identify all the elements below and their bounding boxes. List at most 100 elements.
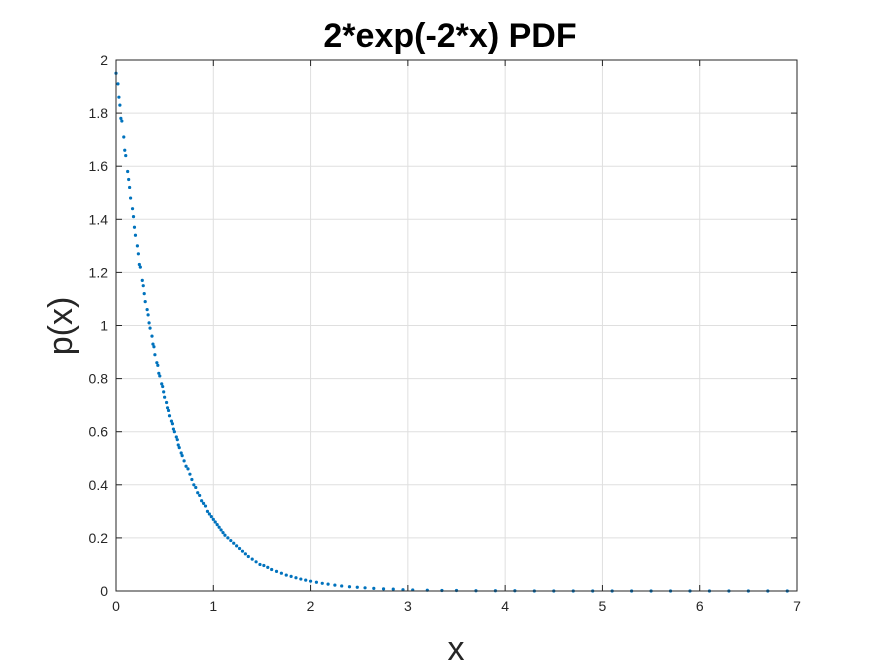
data-point [217, 525, 221, 529]
data-point [127, 177, 131, 182]
data-point [176, 443, 180, 447]
data-point [190, 477, 194, 482]
x-tick-label: 4 [501, 598, 509, 614]
data-point [355, 585, 359, 589]
data-point [308, 579, 313, 583]
data-point [266, 565, 270, 569]
data-point [142, 292, 146, 296]
data-point [454, 588, 459, 593]
data-point [235, 544, 239, 548]
data-point [157, 371, 161, 375]
data-point [237, 546, 242, 551]
data-point [138, 265, 142, 269]
data-point [177, 446, 181, 450]
data-point [123, 148, 127, 152]
data-point [145, 307, 149, 312]
x-axis-label: x [448, 630, 465, 668]
data-point [165, 406, 170, 410]
data-point [167, 414, 172, 418]
x-tick-label: 0 [112, 598, 120, 614]
data-point [229, 538, 233, 543]
data-point [169, 419, 174, 423]
data-point [372, 586, 376, 590]
data-point [294, 576, 298, 580]
data-point [246, 554, 250, 559]
data-point [304, 578, 308, 582]
data-point [211, 517, 215, 521]
data-point [201, 501, 206, 505]
data-point [333, 583, 337, 587]
y-tick-label: 1.2 [89, 264, 109, 280]
data-point [156, 363, 160, 367]
data-point [130, 207, 135, 211]
data-point [215, 523, 219, 527]
data-point [141, 284, 145, 288]
data-point [163, 395, 167, 399]
data-point [161, 384, 165, 389]
data-point [143, 300, 147, 304]
data-point [196, 491, 200, 495]
data-point [279, 571, 283, 575]
y-tick-label: 1.4 [89, 211, 109, 227]
data-point [326, 582, 330, 586]
data-point [188, 472, 192, 476]
y-tick-label: 0.4 [89, 477, 109, 493]
data-point [153, 353, 157, 357]
data-point [207, 512, 211, 516]
data-point [270, 567, 274, 572]
data-point [152, 345, 156, 349]
data-point [299, 577, 303, 581]
data-point [258, 562, 262, 567]
data-point [122, 135, 126, 139]
data-point [160, 382, 164, 386]
data-point [401, 588, 405, 592]
y-axis-label: p(x) [42, 297, 80, 356]
data-point [250, 557, 254, 561]
data-point [117, 95, 121, 99]
chart-title: 2*exp(-2*x) PDF [323, 17, 576, 55]
data-point [240, 549, 245, 553]
data-point [131, 215, 136, 219]
data-point [200, 499, 204, 503]
data-point [203, 504, 208, 508]
data-point [198, 493, 202, 498]
data-point [124, 153, 128, 158]
y-tick-label: 0.2 [89, 530, 109, 546]
data-point [147, 321, 151, 325]
y-tick-label: 1 [100, 318, 108, 334]
data-point [243, 552, 247, 556]
x-tick-label: 5 [599, 598, 607, 614]
data-point [118, 103, 122, 107]
data-point [174, 435, 178, 439]
data-point [213, 520, 217, 524]
y-axis-ticks: 0 0.2 0.4 0.6 0.8 1 1.2 1.4 1.6 1.8 2 [89, 52, 797, 599]
data-point [133, 233, 138, 237]
data-point [314, 580, 319, 584]
data-point [391, 587, 395, 591]
data-point [262, 563, 266, 568]
y-tick-label: 1.6 [89, 158, 109, 174]
x-tick-label: 7 [793, 598, 801, 614]
data-point [284, 573, 288, 577]
data-point [128, 196, 133, 200]
data-point [128, 185, 132, 190]
data-point [381, 587, 386, 591]
x-axis-ticks: 0 1 2 3 4 5 6 7 [112, 60, 801, 614]
data-point [137, 262, 141, 267]
data-point [340, 584, 344, 588]
x-tick-label: 3 [404, 598, 412, 614]
data-point [175, 438, 179, 442]
data-point [170, 422, 175, 426]
y-tick-label: 0.6 [89, 424, 109, 440]
data-point [232, 541, 236, 545]
data-point [164, 400, 169, 405]
data-point [140, 278, 144, 282]
y-tick-label: 2 [100, 52, 108, 68]
data-point [120, 119, 124, 123]
data-point [186, 467, 190, 471]
data-point [289, 574, 293, 579]
y-tick-label: 1.8 [89, 105, 109, 121]
data-point [254, 560, 258, 564]
data-point [172, 430, 176, 434]
data-point [209, 515, 213, 519]
